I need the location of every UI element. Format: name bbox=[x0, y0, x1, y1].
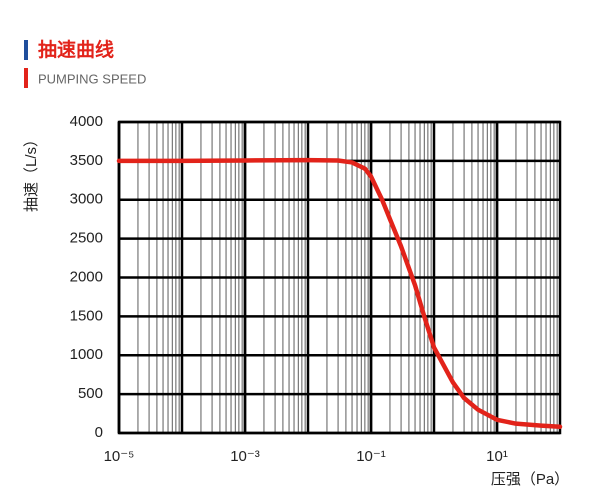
x-tick-label: 10⁻³ bbox=[230, 448, 260, 465]
y-tick-label: 0 bbox=[95, 424, 103, 441]
x-tick-label: 10⁻¹ bbox=[356, 448, 386, 465]
x-axis-label: 压强（Pa） bbox=[491, 471, 569, 488]
y-tick-label: 2000 bbox=[70, 268, 103, 285]
subtitle: PUMPING SPEED bbox=[38, 71, 146, 86]
x-tick-label: 10¹ bbox=[486, 448, 508, 465]
y-tick-label: 1500 bbox=[70, 307, 103, 324]
red-bar bbox=[24, 68, 28, 88]
x-tick-label: 10⁻⁵ bbox=[104, 448, 135, 465]
title: 抽速曲线 bbox=[38, 38, 114, 61]
y-axis-label: 抽速（L/s） bbox=[23, 132, 40, 212]
y-tick-label: 3000 bbox=[70, 191, 103, 208]
plot-frame bbox=[117, 120, 562, 435]
y-tick-label: 3500 bbox=[70, 152, 103, 169]
y-tick-label: 2500 bbox=[70, 230, 103, 247]
y-tick-label: 4000 bbox=[70, 113, 103, 130]
blue-bar bbox=[24, 40, 28, 60]
y-tick-label: 500 bbox=[78, 385, 103, 402]
y-tick-label: 1000 bbox=[70, 346, 103, 363]
speed-curve bbox=[116, 157, 563, 430]
